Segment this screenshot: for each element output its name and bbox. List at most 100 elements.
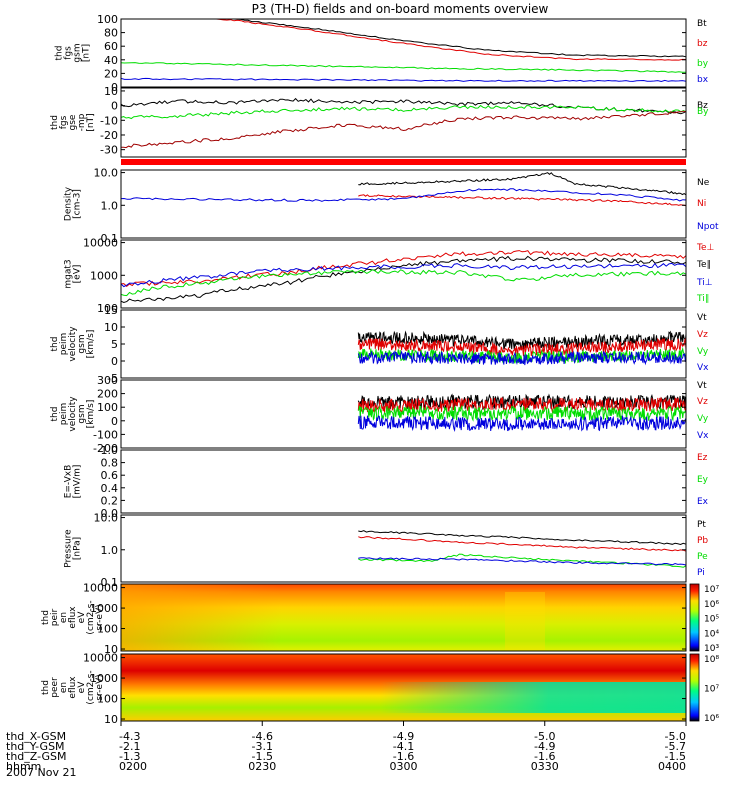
panel-pressure: 10.0 1.0 0.1 Pressure [nPa] Pt Pb Pe Pi: [64, 512, 709, 589]
ylabel-line: [nT]: [82, 44, 92, 62]
legend-vz: Vz: [697, 330, 708, 340]
ytick-label: 0: [111, 100, 118, 113]
axes-frame: [120, 18, 687, 88]
legend-by: by: [697, 59, 709, 69]
time-tick-value: -5.0: [665, 730, 686, 743]
ytick-label: 0: [111, 81, 118, 94]
colorbar-tick-label: 10⁵: [704, 615, 719, 625]
legend-bx: bx: [697, 75, 709, 85]
ytick-label: -200: [93, 442, 118, 455]
series-peim-velocity-2-vy: [357, 404, 687, 423]
time-tick-value: -4.1: [393, 740, 414, 753]
ytick-label: 0.8: [101, 457, 119, 470]
ylabel-line: [cm-3]: [73, 189, 83, 219]
legend-bz: Bz: [697, 101, 708, 111]
time-tick-value: -4.3: [119, 730, 140, 743]
colorbar-peer-en-eflux: [689, 653, 700, 722]
legend-pt: Pt: [697, 520, 706, 530]
ytick-label: 0.2: [101, 494, 119, 507]
date-label: 2007 Nov 21: [6, 766, 76, 779]
series-fgs-gse-bx: [121, 110, 687, 149]
ytick-label: -10: [100, 114, 118, 127]
ytick-label: -5: [107, 372, 118, 385]
ytick-label: 10: [104, 85, 118, 98]
time-tick-value: -4.9: [534, 740, 555, 753]
series-temperature-ti: [120, 262, 687, 288]
ylabel-line: eV: [77, 611, 87, 624]
ytick-label: 100: [97, 13, 118, 26]
ytick-label: 200: [97, 388, 118, 401]
legend-vy: Vy: [697, 414, 709, 424]
ytick-label: 0: [111, 355, 118, 368]
ylabel-line: eflux: [68, 606, 78, 629]
axes-frame: [120, 379, 687, 449]
ylabel-line: (cm2-s-: [86, 670, 96, 704]
legend-vt: Vt: [697, 381, 707, 391]
colorbar-tick-label: 10⁸: [704, 655, 719, 665]
legend-vx: Vx: [697, 363, 709, 373]
ytick-label: 1.0: [101, 444, 119, 457]
ytick-label: 10000: [83, 652, 118, 665]
ytick-label: 0.6: [101, 469, 119, 482]
legend-bz: bz: [697, 39, 708, 49]
colorbar-tick-label: 10⁶: [704, 600, 719, 610]
series-temperature-te: [120, 255, 687, 304]
legend-te: Te∥: [696, 260, 711, 270]
spectrogram-dip: [505, 592, 545, 651]
ylabel-line: gsm: [77, 404, 87, 423]
plot-title: P3 (TH-D) fields and on-board moments ov…: [252, 2, 549, 16]
ytick-label: 1000: [90, 672, 118, 685]
ytick-label: 0: [111, 415, 118, 428]
panel-density: 10.0 1.0 0.1 Density [cm-3] Ne Ni Npot: [64, 167, 719, 245]
ylabel-line: Density: [64, 186, 74, 221]
ytick-label: 10.0: [94, 512, 119, 525]
ylabel-line: peir: [50, 608, 60, 626]
legend-vt: Vt: [697, 313, 707, 323]
colorbar-tick-label: 10⁷: [704, 685, 719, 695]
ytick-label: 10: [104, 713, 118, 726]
ytick-label: 100: [97, 401, 118, 414]
ytick-label: 20: [104, 67, 118, 80]
ylabel-line: thd: [50, 337, 60, 352]
legend-pi: Pi: [697, 568, 705, 578]
colorbar-tick-label: 10⁶: [704, 714, 719, 724]
ylabel-line: thd: [50, 407, 60, 422]
axes-frame: [120, 87, 687, 158]
ytick-label: 10: [104, 643, 118, 656]
ylabel-line: E=-VxB: [64, 465, 74, 499]
ylabel-line: [nT]: [86, 113, 96, 131]
time-row-label: thd_X-GSM: [6, 730, 66, 743]
legend-ne: Ne: [697, 178, 710, 188]
time-row-label: thd_Y-GSM: [6, 740, 65, 753]
colorbar-peir-en-eflux: [689, 583, 700, 652]
panel-peim-velocity-1: -5 0 5 10 15 thd peim velocity gsm [km/s] Vt Vz Vy Vx: [50, 304, 709, 385]
series-density-ne: [358, 172, 687, 196]
series-pressure-pt: [358, 530, 687, 546]
series-peim-velocity-1-vt: [357, 330, 687, 350]
ylabel-line: thd: [41, 680, 51, 695]
series-peim-velocity-2-vz: [357, 396, 687, 414]
panel-peir-en-eflux: 10⁷ 10⁶ 10⁵ 10⁴ 10³ 10 100 1000 10000 thd peir en ef…: [41, 582, 719, 656]
ylabel-line: [km/s]: [86, 400, 96, 429]
ylabel-line: thd: [55, 46, 65, 61]
ylabel-line: thd: [50, 115, 60, 130]
ytick-label: 1.0: [101, 199, 119, 212]
ytick-label: 0.1: [101, 576, 119, 589]
time-tick-value: 0400: [658, 760, 686, 773]
ytick-label: 0.4: [101, 482, 119, 495]
axes-frame: [120, 514, 687, 583]
ylabel-line: -mp: [77, 113, 87, 131]
ytick-label: -20: [100, 129, 118, 142]
ylabel-line: sr-eV): [95, 674, 105, 700]
legend-te: Te⊥: [696, 243, 715, 253]
ytick-label: 0.0: [101, 507, 119, 520]
ylabel-line: mgat3: [64, 259, 74, 288]
time-tick-value: -1.5: [252, 750, 273, 763]
ytick-label: 10.0: [94, 167, 119, 180]
ylabel-line: en: [59, 682, 69, 693]
time-tick-value: -1.6: [393, 750, 414, 763]
ytick-label: 10: [104, 321, 118, 334]
ytick-label: 0.1: [101, 232, 119, 245]
